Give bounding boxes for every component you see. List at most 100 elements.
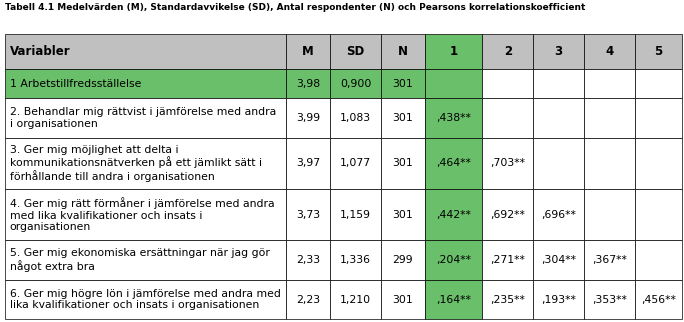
Text: ,353**: ,353**	[592, 295, 627, 305]
Text: ,193**: ,193**	[541, 295, 576, 305]
Text: SD: SD	[346, 45, 365, 58]
Text: 2. Behandlar mig rättvist i jämförelse med andra
i organisationen: 2. Behandlar mig rättvist i jämförelse m…	[10, 107, 276, 129]
Text: ,442**: ,442**	[436, 210, 471, 220]
Bar	[381, 138, 425, 189]
Bar	[425, 69, 482, 98]
Bar	[584, 138, 635, 189]
Bar	[5, 138, 286, 189]
Bar	[635, 69, 682, 98]
Bar	[330, 138, 381, 189]
Bar	[286, 240, 330, 280]
Text: ,456**: ,456**	[641, 295, 676, 305]
Bar	[330, 280, 381, 319]
Text: ,438**: ,438**	[436, 113, 471, 123]
Text: 1,210: 1,210	[340, 295, 371, 305]
Bar	[330, 189, 381, 240]
Text: Variabler: Variabler	[10, 45, 70, 58]
Bar	[5, 280, 286, 319]
Bar	[5, 98, 286, 138]
Bar	[5, 240, 286, 280]
Bar	[533, 240, 584, 280]
Text: 301: 301	[393, 295, 413, 305]
Text: ,692**: ,692**	[490, 210, 525, 220]
Text: 2,33: 2,33	[296, 255, 320, 265]
Text: ,464**: ,464**	[436, 158, 471, 168]
Bar	[5, 69, 286, 98]
Text: ,164**: ,164**	[436, 295, 471, 305]
Bar	[533, 69, 584, 98]
Text: 1,336: 1,336	[340, 255, 371, 265]
Text: ,367**: ,367**	[592, 255, 627, 265]
Text: 1,159: 1,159	[340, 210, 371, 220]
Text: 1: 1	[449, 45, 458, 58]
Bar	[533, 98, 584, 138]
Bar	[330, 34, 381, 69]
Bar	[584, 69, 635, 98]
Text: ,204**: ,204**	[436, 255, 471, 265]
Bar	[482, 189, 533, 240]
Text: 3,97: 3,97	[296, 158, 320, 168]
Text: 2,23: 2,23	[296, 295, 320, 305]
Text: 4: 4	[605, 45, 614, 58]
Bar	[533, 34, 584, 69]
Bar	[381, 240, 425, 280]
Bar	[533, 138, 584, 189]
Text: ,235**: ,235**	[490, 295, 525, 305]
Text: 6. Ger mig högre lön i jämförelse med andra med
lika kvalifikationer och insats : 6. Ger mig högre lön i jämförelse med an…	[10, 289, 280, 310]
Bar	[635, 98, 682, 138]
Bar	[381, 69, 425, 98]
Bar	[584, 34, 635, 69]
Bar	[286, 69, 330, 98]
Bar	[5, 34, 286, 69]
Bar	[330, 69, 381, 98]
Text: 2: 2	[503, 45, 512, 58]
Bar	[286, 189, 330, 240]
Text: M: M	[302, 45, 314, 58]
Text: 3: 3	[555, 45, 562, 58]
Text: ,304**: ,304**	[541, 255, 576, 265]
Bar	[584, 280, 635, 319]
Bar	[5, 189, 286, 240]
Text: 301: 301	[393, 158, 413, 168]
Bar	[425, 138, 482, 189]
Text: 1,077: 1,077	[340, 158, 371, 168]
Bar	[482, 98, 533, 138]
Bar	[635, 189, 682, 240]
Text: ,696**: ,696**	[541, 210, 576, 220]
Bar	[330, 240, 381, 280]
Bar	[635, 34, 682, 69]
Bar	[381, 98, 425, 138]
Bar	[482, 280, 533, 319]
Bar	[381, 34, 425, 69]
Text: 3. Ger mig möjlighet att delta i
kommunikationsnätverken på ett jämlikt sätt i
f: 3. Ger mig möjlighet att delta i kommuni…	[10, 145, 261, 182]
Bar	[482, 34, 533, 69]
Text: 3,98: 3,98	[296, 79, 320, 89]
Text: 299: 299	[393, 255, 413, 265]
Bar	[584, 240, 635, 280]
Bar	[482, 240, 533, 280]
Bar	[425, 189, 482, 240]
Text: 1 Arbetstillfredsställelse: 1 Arbetstillfredsställelse	[10, 79, 141, 89]
Bar	[482, 138, 533, 189]
Text: 4. Ger mig rätt förmåner i jämförelse med andra
med lika kvalifikationer och ins: 4. Ger mig rätt förmåner i jämförelse me…	[10, 197, 274, 232]
Text: 3,73: 3,73	[296, 210, 320, 220]
Bar	[635, 240, 682, 280]
Bar	[425, 98, 482, 138]
Bar	[286, 280, 330, 319]
Bar	[425, 240, 482, 280]
Text: 1,083: 1,083	[340, 113, 371, 123]
Text: 301: 301	[393, 79, 413, 89]
Bar	[286, 34, 330, 69]
Text: ,703**: ,703**	[490, 158, 525, 168]
Bar	[635, 138, 682, 189]
Bar	[584, 98, 635, 138]
Text: N: N	[398, 45, 408, 58]
Text: 3,99: 3,99	[296, 113, 320, 123]
Bar	[381, 189, 425, 240]
Bar	[482, 69, 533, 98]
Bar	[381, 280, 425, 319]
Text: 301: 301	[393, 210, 413, 220]
Text: 5: 5	[654, 45, 662, 58]
Text: 301: 301	[393, 113, 413, 123]
Text: 5. Ger mig ekonomiska ersättningar när jag gör
något extra bra: 5. Ger mig ekonomiska ersättningar när j…	[10, 248, 269, 272]
